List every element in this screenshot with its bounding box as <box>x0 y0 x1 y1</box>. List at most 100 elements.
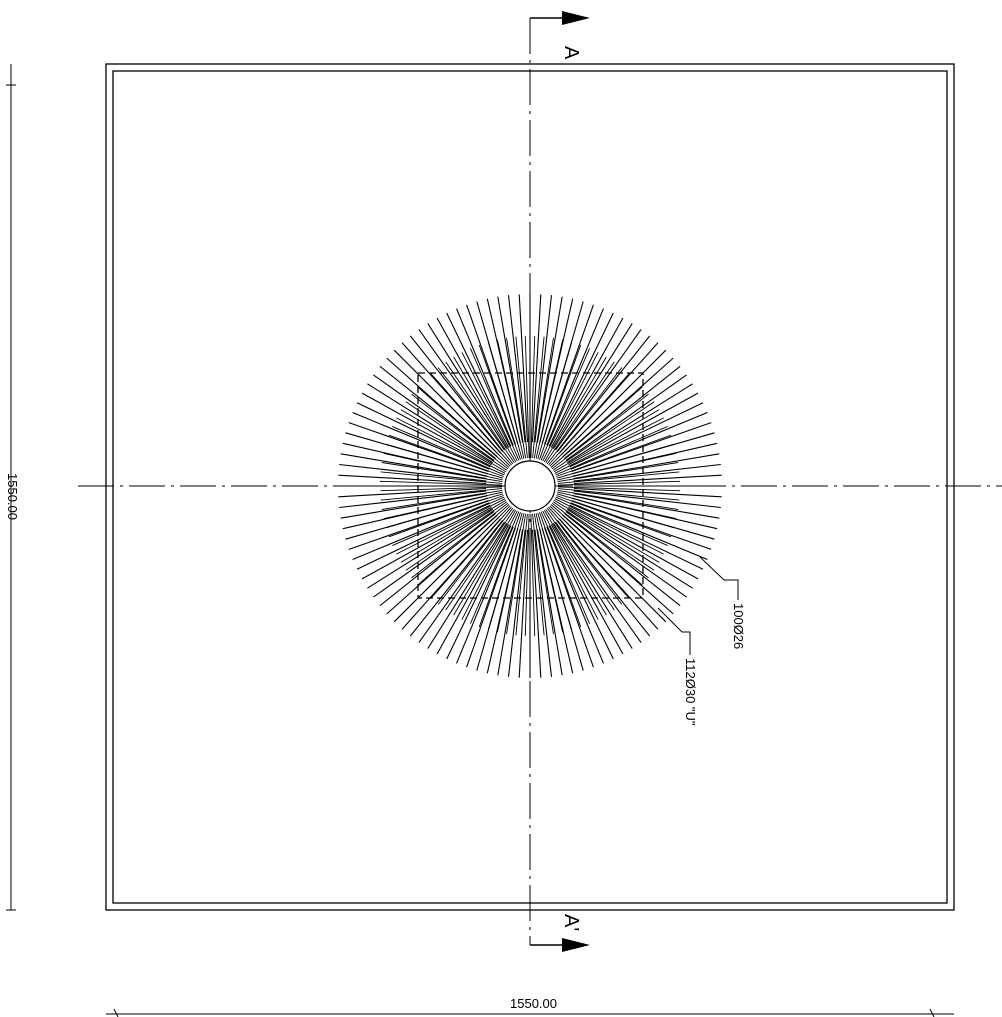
outer-u-bar <box>339 463 487 482</box>
outer-u-bar <box>543 527 594 668</box>
outer-u-bar <box>507 529 526 677</box>
inner-radial-bar <box>537 512 573 631</box>
inner-radial-bar <box>557 471 680 484</box>
outer-u-bar <box>418 329 505 451</box>
inner-radial-bar <box>557 489 679 510</box>
inner-radial-bar <box>515 513 528 636</box>
inner-radial-bar <box>530 513 536 636</box>
outer-u-bar <box>409 520 504 637</box>
outer-u-bar <box>361 506 492 580</box>
outer-u-bar <box>573 487 722 498</box>
outer-u-bar <box>409 335 504 452</box>
inner-radial-bar <box>478 344 521 460</box>
outer-u-bar <box>546 526 605 664</box>
inner-radial-bar <box>388 495 504 538</box>
inner-radial-bar <box>380 486 503 492</box>
outer-u-bar <box>548 525 614 660</box>
inner-radial-bar <box>405 401 508 471</box>
outer-u-bar <box>466 304 517 445</box>
inner-radial-bar <box>552 401 655 471</box>
inner-radial-bar <box>469 511 520 624</box>
outer-u-bar <box>352 502 490 561</box>
inner-radial-bar <box>557 462 679 483</box>
inner-radial-bar <box>540 511 591 624</box>
outer-u-bar <box>518 529 529 678</box>
inner-radial-bar <box>557 488 680 501</box>
outer-u-bar <box>556 335 651 452</box>
inner-radial-bar <box>524 513 530 636</box>
outer-u-bar <box>546 308 605 446</box>
outer-u-bar <box>379 512 496 607</box>
outer-u-bar <box>569 504 704 570</box>
inner-radial-bar <box>530 336 536 459</box>
inner-radial-bar <box>524 336 530 459</box>
outer-u-bar <box>564 365 681 460</box>
outer-u-bar <box>373 511 495 598</box>
inner-radial-bar <box>554 498 664 555</box>
section-marker-top: A <box>530 11 590 60</box>
inner-radial-bar <box>380 480 503 486</box>
outer-u-bar <box>555 521 642 643</box>
outer-u-bar <box>534 295 553 443</box>
inner-radial-bar <box>550 504 643 586</box>
inner-radial-bar <box>380 471 503 484</box>
inner-radial-bar <box>557 480 680 486</box>
inner-radial-bar <box>437 507 514 605</box>
section-arrow-top <box>562 11 590 25</box>
central-hole <box>504 460 556 512</box>
inner-radial-bar <box>546 367 623 465</box>
leader-outer-bars <box>657 607 691 655</box>
outer-u-bar <box>338 487 487 498</box>
width-dimension <box>106 1008 954 1017</box>
inner-radial-bar <box>555 496 668 547</box>
inner-radial-bar <box>552 501 655 571</box>
leader-inner-bars <box>699 556 739 600</box>
inner-radial-bar <box>381 462 503 483</box>
height-dimension-label: 1550.00 <box>5 473 20 520</box>
inner-radial-bar <box>555 425 668 476</box>
inner-radial-bar <box>385 493 504 529</box>
inner-radial-bar <box>417 386 510 468</box>
inner-radial-bar <box>540 348 591 461</box>
inner-radial-bar <box>533 513 554 635</box>
width-dimension-label: 1550.00 <box>510 996 557 1011</box>
outer-u-bar <box>348 499 489 550</box>
outer-u-bar <box>531 294 542 443</box>
outer-u-bar <box>571 422 712 473</box>
outer-u-bar <box>356 504 491 570</box>
outer-u-bar <box>338 474 487 485</box>
inner-radial-bar <box>385 443 504 479</box>
inner-radial-bar <box>556 434 672 477</box>
outer-u-bar <box>379 365 496 460</box>
inner-radial-bar <box>543 509 607 616</box>
outer-u-bar <box>418 521 505 643</box>
inner-radial-bar <box>430 373 512 466</box>
inner-radial-bar <box>396 417 506 474</box>
inner-radial-bar <box>388 434 504 477</box>
inner-radial-bar <box>411 393 509 470</box>
outer-u-bar <box>571 499 712 550</box>
outer-u-bar <box>570 411 708 470</box>
inner-radial-bar <box>423 379 511 467</box>
inner-radial-bar <box>396 498 506 555</box>
outer-u-bar <box>570 502 708 561</box>
outer-u-bar <box>565 511 687 598</box>
outer-u-bar <box>427 523 508 649</box>
inner-radial-bar <box>549 505 637 593</box>
outer-u-bar <box>552 523 633 649</box>
inner-radial-bar <box>546 507 623 605</box>
inner-radial-bars <box>380 336 680 636</box>
inner-radial-bar <box>532 513 545 636</box>
inner-radial-bar <box>535 339 564 459</box>
inner-radial-bar <box>515 336 528 459</box>
outer-u-bar <box>348 422 489 473</box>
inner-radial-bar <box>556 493 675 529</box>
inner-radial-bar <box>557 486 680 492</box>
inner-radial-bar <box>556 495 672 538</box>
inner-radial-bar <box>539 344 582 460</box>
outer-u-bar <box>436 524 510 655</box>
inner-radial-bar <box>400 499 507 563</box>
outer-u-bar <box>548 312 614 447</box>
inner-radial-bar <box>533 337 554 459</box>
